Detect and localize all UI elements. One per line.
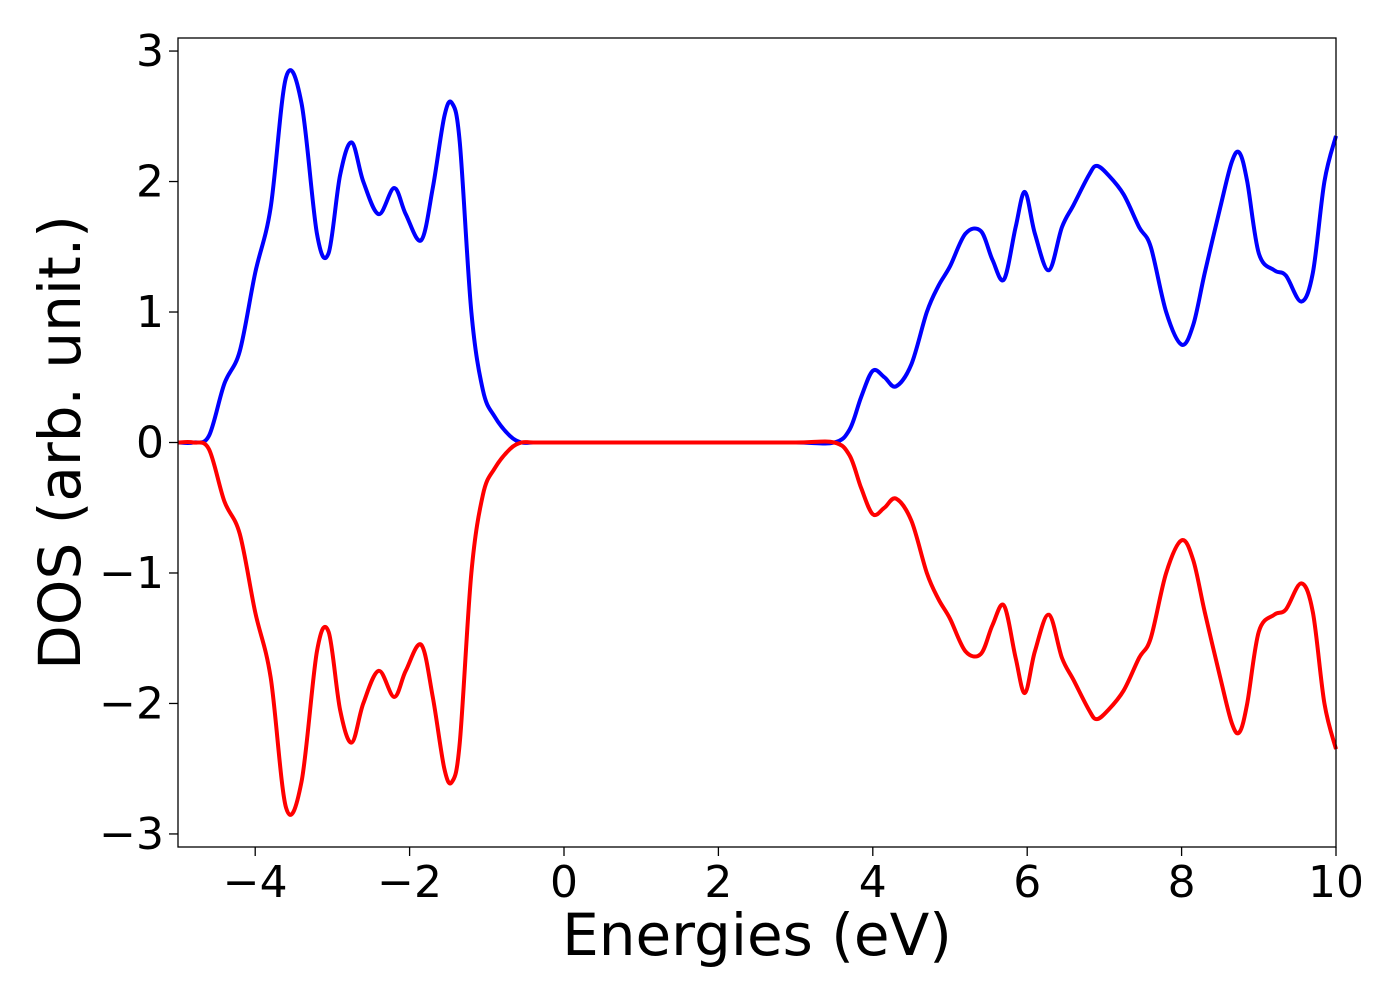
y-tick-label: −3	[99, 809, 164, 860]
x-axis-label: Energies (eV)	[562, 901, 952, 969]
series-line-1	[177, 439, 1338, 817]
x-tick-label: 8	[1168, 857, 1196, 908]
x-tick-label: 6	[1013, 857, 1041, 908]
x-tick-label: 0	[550, 857, 578, 908]
y-tick-label: 3	[136, 26, 164, 77]
x-axis-ticks: −4 −2 0 2 4 6 8 10	[223, 847, 1364, 908]
x-tick-label: −4	[223, 857, 288, 908]
y-axis-label: DOS (arb. unit.)	[26, 215, 94, 670]
y-tick-label: −2	[99, 678, 164, 729]
y-tick-label: 2	[136, 157, 164, 208]
y-tick-label: 0	[136, 418, 164, 469]
x-tick-label: 10	[1308, 857, 1364, 908]
series-layer	[177, 68, 1338, 817]
x-tick-label: 2	[704, 857, 732, 908]
y-axis-ticks: −3 −2 −1 0 1 2 3	[99, 26, 178, 860]
series-line-0	[177, 68, 1338, 446]
x-tick-label: 4	[859, 857, 887, 908]
y-tick-label: −1	[99, 548, 164, 599]
x-tick-label: −2	[377, 857, 442, 908]
y-tick-label: 1	[136, 287, 164, 338]
